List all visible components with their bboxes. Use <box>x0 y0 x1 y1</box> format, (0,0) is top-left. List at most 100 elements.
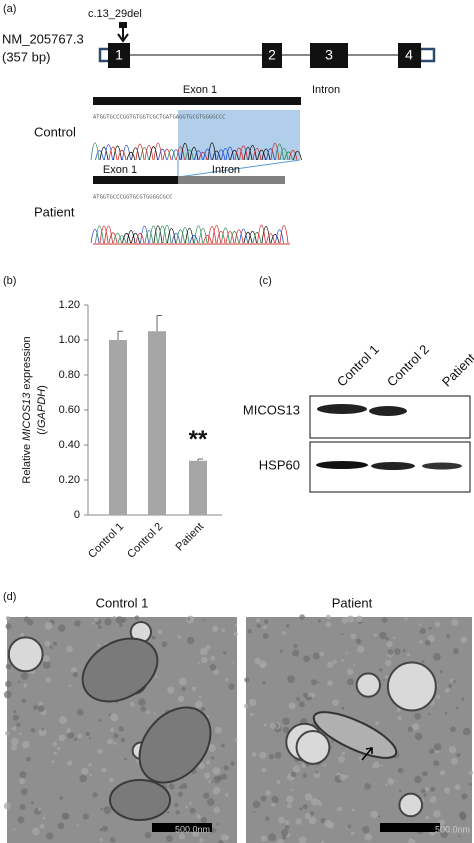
em-texture <box>42 655 50 663</box>
em-texture <box>56 746 61 751</box>
peak <box>108 146 118 161</box>
peak <box>180 227 190 244</box>
em-texture <box>268 753 275 760</box>
em-texture <box>255 618 260 623</box>
em-texture <box>44 640 51 647</box>
scale-label: 500.0nm <box>175 824 210 834</box>
em-texture <box>445 688 450 693</box>
peak <box>288 150 298 161</box>
label-part: GAPDH <box>36 389 48 428</box>
em-texture <box>296 697 301 701</box>
em-texture <box>304 793 313 801</box>
em-texture <box>204 772 211 779</box>
em-texture <box>26 756 31 762</box>
em-texture <box>449 678 453 682</box>
em-texture <box>433 743 442 751</box>
em-texture <box>49 645 53 649</box>
em-texture <box>462 727 471 736</box>
peak <box>279 148 289 161</box>
em-texture <box>115 616 124 624</box>
em-texture <box>202 619 205 622</box>
em-texture <box>282 835 287 840</box>
em-texture <box>45 677 52 683</box>
peak <box>266 233 275 244</box>
y-tick-label: 0.60 <box>59 404 80 416</box>
peak <box>153 142 163 161</box>
em-texture <box>346 615 355 623</box>
em-texture <box>438 819 445 826</box>
em-texture <box>52 741 58 747</box>
em-texture <box>10 744 17 751</box>
em-texture <box>259 751 267 759</box>
em-texture <box>332 659 337 664</box>
peak <box>135 143 145 161</box>
em-texture <box>428 626 432 630</box>
em-texture <box>380 764 383 767</box>
em-texture <box>5 616 11 621</box>
lane-label: Control 1 <box>334 342 382 390</box>
lane-label: Control 2 <box>384 342 432 390</box>
em-texture <box>42 661 51 669</box>
em-texture <box>220 773 228 780</box>
em-texture <box>356 638 362 645</box>
peak <box>176 229 185 244</box>
em-texture <box>74 620 81 627</box>
em-texture <box>244 677 250 683</box>
em-texture <box>423 793 427 797</box>
peak <box>131 147 140 161</box>
em-texture <box>439 770 445 776</box>
em-texture <box>138 698 146 706</box>
em-texture <box>395 779 398 782</box>
em-texture <box>166 810 170 814</box>
y-tick-label: 0.40 <box>59 439 80 451</box>
em-texture <box>175 810 180 815</box>
em-texture <box>262 633 269 640</box>
em-texture <box>211 828 216 834</box>
peak <box>248 230 257 244</box>
em-texture <box>3 690 12 699</box>
em-texture <box>311 679 318 686</box>
em-texture <box>41 727 45 732</box>
em-texture <box>282 726 290 734</box>
em-texture <box>295 818 302 825</box>
peak <box>198 151 208 161</box>
em-texture <box>234 624 238 627</box>
em-texture <box>419 628 426 635</box>
em-texture <box>286 803 292 809</box>
em-texture <box>66 727 72 734</box>
em-texture <box>285 624 290 628</box>
em-texture <box>167 686 175 694</box>
em-texture <box>302 804 308 810</box>
peak <box>108 232 118 244</box>
em-texture <box>387 649 394 656</box>
em-texture <box>144 831 152 839</box>
peak <box>216 230 226 244</box>
peak <box>144 144 154 161</box>
peak <box>275 143 284 161</box>
em-texture <box>198 695 202 699</box>
em-texture <box>205 760 211 765</box>
label-part: Relative <box>21 444 33 484</box>
em-texture <box>113 733 119 739</box>
em-texture <box>279 649 283 653</box>
em-texture <box>88 737 92 740</box>
em-texture <box>85 731 90 737</box>
em-texture <box>468 782 472 786</box>
peak <box>90 142 100 161</box>
em-texture <box>94 617 99 622</box>
em-texture <box>113 742 117 745</box>
em-texture <box>341 617 349 624</box>
em-texture <box>450 757 458 765</box>
em-texture <box>196 814 201 819</box>
em-texture <box>411 723 420 731</box>
em-texture <box>372 765 376 769</box>
em-texture <box>168 783 175 790</box>
em-texture <box>317 619 321 623</box>
em-texture <box>309 811 315 816</box>
em-texture <box>212 767 221 775</box>
y-tick-label: 0 <box>74 509 80 521</box>
peak <box>149 225 158 244</box>
peak <box>234 147 244 161</box>
peak <box>194 150 203 161</box>
exon <box>310 43 348 68</box>
